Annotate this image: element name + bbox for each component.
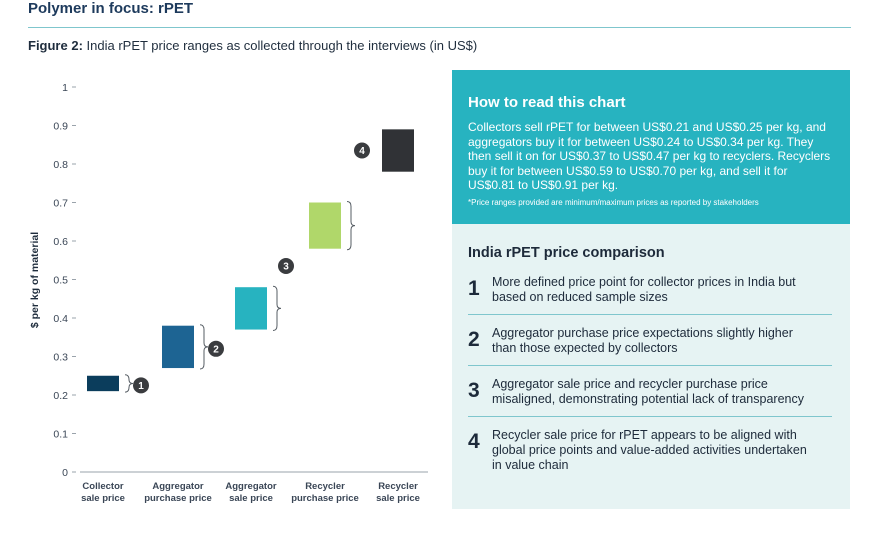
price-range-bar [162, 325, 194, 369]
range-marker-circle [208, 340, 224, 357]
y-tick-label: 0.5 [53, 275, 68, 287]
price-range-chart: $ per kg of material 0 0.1 0.2 0.3 0.4 0.5 0.6… [29, 82, 428, 504]
x-category-label-line: sale price [81, 493, 125, 504]
x-category-label-line: Aggregator [225, 481, 277, 492]
comparison-number: 3 [468, 379, 480, 402]
range-marker-label: 4 [359, 146, 365, 157]
y-tick-label: 0.8 [53, 159, 68, 171]
x-category-label-line: sale price [229, 493, 273, 504]
comparison-text: Aggregator purchase price expectations s… [492, 326, 793, 355]
how-to-read-panel: How to read this chart Collectors sell r… [452, 70, 850, 224]
how-to-read-body: Collectors sell rPET for between US$0.21… [468, 120, 831, 193]
comparison-item-3: 3 Aggregator sale price and recycler pur… [468, 366, 832, 417]
range-marker-circle [354, 142, 370, 159]
x-category-label-line: purchase price [291, 493, 359, 504]
x-category-label-line: sale price [376, 493, 420, 504]
page-title: Polymer in focus: rPET [28, 0, 194, 17]
x-category-label: Aggregator sale price [225, 481, 277, 504]
price-comparison-heading: India rPET price comparison [468, 245, 665, 261]
y-tick-label: 0.3 [53, 352, 68, 364]
x-category-label-line: Collector [82, 481, 123, 492]
y-tick-label: 0.1 [53, 429, 68, 441]
comparison-number: 4 [468, 430, 480, 453]
figure-caption-text: India rPET price ranges as collected thr… [82, 38, 478, 53]
range-bracket [272, 285, 282, 332]
comparison-text: Aggregator sale price and recycler purch… [492, 377, 804, 406]
x-category-label: Collector sale price [81, 481, 125, 504]
price-range-bar [382, 129, 414, 172]
price-range-bar [235, 287, 267, 330]
how-to-read-heading: How to read this chart [468, 94, 626, 111]
y-tick-label: 0.9 [53, 121, 68, 133]
header-divider [28, 27, 851, 28]
y-axis-title-group: $ per kg of material [29, 232, 41, 328]
figure-caption: Figure 2: India rPET price ranges as col… [28, 38, 477, 53]
comparison-item-2: 2 Aggregator purchase price expectations… [468, 315, 832, 366]
y-tick-label: 1 [62, 82, 68, 94]
range-marker-circle [278, 258, 294, 275]
price-comparison-panel: India rPET price comparison 1 More defin… [452, 224, 850, 509]
figure-label: Figure 2: [28, 38, 83, 53]
bars-group: 1 2 3 4 [87, 129, 414, 394]
x-category-label: Aggregator purchase price [144, 481, 212, 504]
comparison-text: Recycler sale price for rPET appears to … [492, 428, 807, 472]
y-tick-label: 0.4 [53, 313, 68, 325]
y-tick-label: 0.6 [53, 236, 68, 248]
comparison-number: 2 [468, 328, 480, 351]
comparison-number: 1 [468, 277, 480, 300]
price-range-bar [87, 375, 119, 392]
x-category-label-line: Recycler [378, 481, 418, 492]
range-marker-circle [133, 377, 149, 394]
y-tick-label: 0 [62, 467, 68, 479]
range-marker-label: 3 [283, 262, 289, 273]
range-bracket [124, 374, 134, 393]
x-category-label: Recycler purchase price [291, 481, 359, 504]
y-tick-label: 0.7 [53, 198, 68, 210]
range-marker-label: 2 [213, 344, 219, 355]
x-category-label-line: Aggregator [152, 481, 204, 492]
comparison-item-4: 4 Recycler sale price for rPET appears t… [468, 417, 832, 482]
x-category-label-line: Recycler [305, 481, 345, 492]
x-category-label-line: purchase price [144, 493, 212, 504]
price-range-note: *Price ranges provided are minimum/maxim… [468, 197, 759, 207]
range-marker-label: 1 [138, 381, 144, 392]
comparison-text: More defined price point for collector p… [492, 275, 796, 304]
y-axis-ticks: 0 0.1 0.2 0.3 0.4 0.5 0.6 0.7 0.8 0.9 1 [53, 82, 76, 479]
comparison-item-1: 1 More defined price point for collector… [468, 275, 832, 315]
y-tick-label: 0.2 [53, 390, 68, 402]
x-category-label: Recycler sale price [376, 481, 420, 504]
price-range-bar [309, 202, 341, 249]
y-axis-title: $ per kg of material [29, 232, 41, 328]
range-bracket [199, 324, 209, 370]
range-bracket [346, 201, 356, 251]
